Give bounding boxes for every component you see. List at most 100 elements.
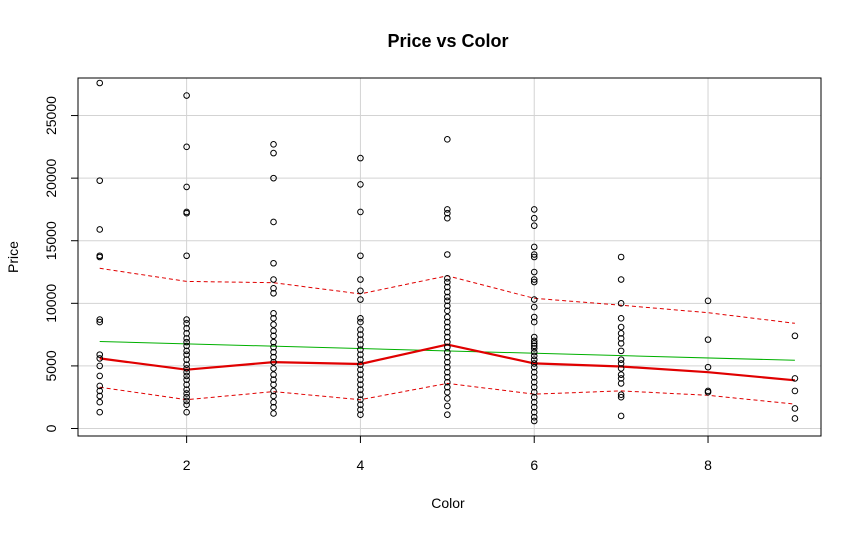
data-point — [444, 353, 451, 361]
y-tick-label: 5000 — [43, 350, 59, 381]
data-point — [270, 387, 277, 395]
data-point — [617, 335, 625, 342]
data-point — [444, 274, 451, 282]
data-point — [357, 154, 364, 162]
data-point — [270, 174, 277, 182]
data-point — [791, 332, 799, 340]
data-point — [444, 318, 451, 326]
data-point — [183, 365, 190, 372]
data-point — [183, 209, 190, 217]
data-point — [183, 386, 190, 393]
data-point — [791, 405, 799, 412]
data-point — [704, 388, 712, 396]
data-point — [270, 392, 277, 400]
data-point — [530, 373, 538, 381]
data-point — [791, 375, 799, 382]
data-point — [357, 341, 364, 348]
data-point — [270, 338, 277, 346]
data-point — [183, 338, 190, 346]
data-point — [444, 206, 451, 213]
data-point — [183, 397, 190, 405]
data-point — [270, 141, 277, 148]
data-point — [183, 372, 190, 380]
data-point — [444, 283, 451, 291]
y-axis: 0 5000 10000 15000 20000 25000 — [43, 96, 78, 432]
data-point — [530, 393, 538, 401]
data-point — [357, 326, 364, 333]
data-point — [444, 338, 451, 346]
data-point — [270, 343, 277, 351]
data-point — [357, 331, 364, 338]
data-point — [617, 300, 625, 307]
data-point — [791, 387, 799, 395]
data-point — [530, 318, 538, 326]
data-point — [183, 393, 190, 401]
data-point — [444, 328, 451, 336]
data-point — [270, 358, 277, 366]
data-point — [357, 401, 364, 409]
data-point — [530, 356, 538, 363]
data-point — [270, 371, 277, 378]
data-point — [270, 353, 277, 361]
data-point — [444, 378, 451, 386]
data-point — [530, 345, 538, 352]
data-point — [183, 356, 190, 363]
chart-title: Price vs Color — [387, 31, 508, 51]
data-point — [270, 348, 277, 356]
data-point — [617, 393, 625, 401]
data-point — [444, 383, 451, 391]
data-point — [183, 335, 190, 342]
data-point — [617, 330, 625, 337]
y-tick-label: 0 — [43, 424, 59, 432]
data-point — [530, 383, 538, 391]
data-point — [617, 276, 625, 283]
data-point — [444, 302, 451, 310]
data-point — [530, 278, 538, 286]
data-point — [530, 352, 538, 360]
data-point — [530, 303, 538, 311]
data-point — [444, 411, 451, 419]
y-axis-label: Price — [5, 241, 21, 273]
data-point — [183, 347, 190, 355]
data-point — [704, 297, 712, 305]
data-point — [183, 390, 190, 397]
data-point — [270, 315, 277, 322]
data-point — [183, 368, 190, 376]
data-point — [444, 251, 451, 258]
data-point — [357, 346, 364, 353]
data-point — [530, 313, 538, 321]
data-point — [444, 323, 451, 331]
data-point — [357, 376, 364, 383]
data-point — [96, 387, 104, 395]
data-point — [530, 253, 538, 261]
data-point — [357, 411, 364, 419]
data-point — [357, 287, 364, 295]
data-point — [357, 356, 364, 363]
data-point — [183, 183, 190, 191]
data-point — [530, 340, 538, 347]
data-point — [183, 342, 190, 350]
data-point — [270, 381, 277, 388]
data-point — [270, 276, 277, 283]
data-point — [357, 396, 364, 403]
data-point — [357, 381, 364, 388]
data-point — [357, 276, 364, 283]
data-point — [530, 251, 538, 258]
data-point — [270, 310, 277, 317]
data-point — [530, 408, 538, 416]
data-point — [357, 336, 364, 343]
data-point — [96, 382, 104, 390]
data-point — [357, 371, 364, 378]
data-point — [270, 332, 277, 340]
data-point — [357, 315, 364, 322]
data-point — [270, 327, 277, 335]
data-point — [444, 388, 451, 396]
data-point — [357, 351, 364, 358]
data-point — [444, 313, 451, 321]
data-point — [96, 177, 104, 184]
data-point — [444, 358, 451, 366]
data-point — [96, 408, 104, 416]
data-point — [357, 296, 364, 303]
data-point — [617, 365, 625, 372]
